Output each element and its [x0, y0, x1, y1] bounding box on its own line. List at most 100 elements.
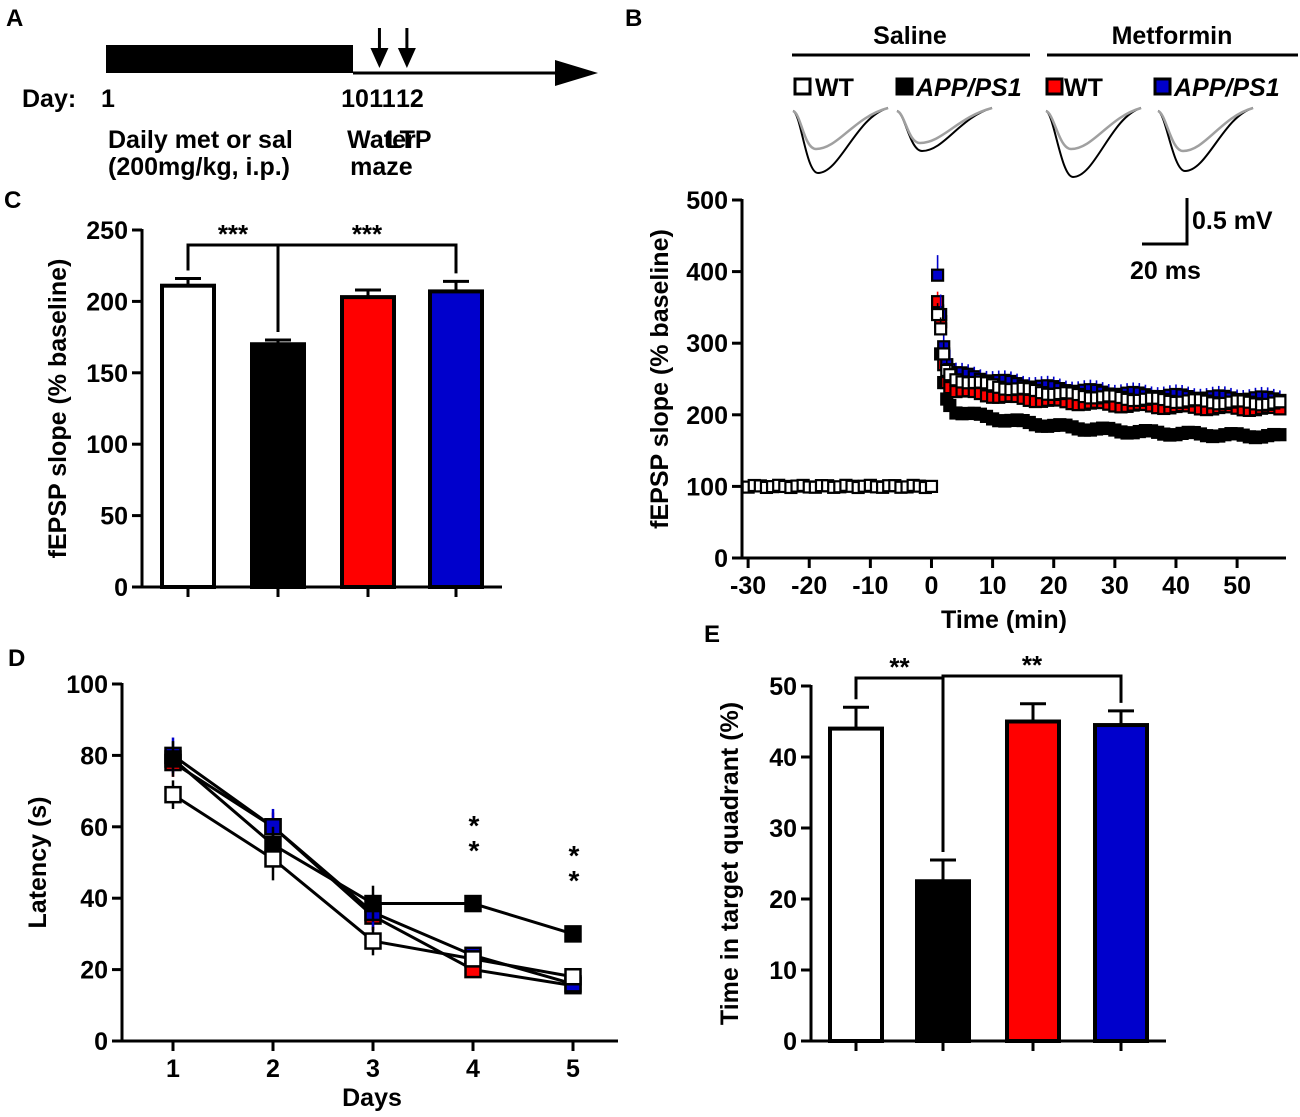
panel-letter-e: E — [704, 621, 720, 648]
c-y-tick-label-0: 0 — [114, 574, 128, 602]
legend-marker-app-saline — [895, 77, 914, 96]
b-y-tick-label-500: 500 — [686, 187, 728, 215]
event-label-day-11-line2: maze — [350, 153, 413, 181]
e-bar-3 — [1005, 719, 1061, 1043]
legend-label-wt-saline: WT — [815, 74, 854, 102]
group-label-metformin: Metformin — [1112, 22, 1233, 50]
d-point-wt-saline-4 — [464, 950, 482, 968]
trace-baseline-4 — [1157, 106, 1254, 153]
e-y-tick-label-30: 30 — [769, 815, 797, 843]
e-y-axis-label: Time in target quadrant (%) — [716, 702, 744, 1025]
d-y-tick-label-100: 100 — [66, 671, 108, 699]
legend-marker-app-met — [1153, 77, 1172, 96]
scale-bar-time: 20 ms — [1130, 257, 1201, 285]
e-sig-label-2: ** — [1022, 650, 1043, 680]
legend-marker-wt-met — [1045, 77, 1064, 96]
trace-baseline-1 — [792, 106, 889, 151]
b-point-wt-saline-3 — [937, 347, 951, 361]
d-sig-label-1-a: * — [469, 810, 480, 841]
e-y-tick-label-40: 40 — [769, 744, 797, 772]
panel-letter-b: B — [625, 5, 642, 32]
d-y-tick-label-0: 0 — [94, 1028, 108, 1056]
legend-label-wt-met: WT — [1064, 74, 1103, 102]
b-point-wt-saline-59 — [1273, 395, 1287, 409]
b-y-tick-label-0: 0 — [714, 545, 728, 573]
treatment-text-line1: Daily met or sal — [108, 126, 293, 154]
d-point-app-ps1-saline-5 — [564, 925, 582, 943]
d-x-axis-label: Days — [342, 1084, 402, 1112]
scale-bar — [1142, 198, 1189, 246]
c-y-tick-label-50: 50 — [100, 503, 128, 531]
c-y-axis-label: fEPSP slope (% baseline) — [44, 259, 72, 559]
timeline-day-labels: 1 10 11 12 — [101, 85, 424, 113]
d-point-app-ps1-saline-3 — [364, 894, 382, 913]
b-point-wt-saline-2 — [934, 322, 948, 336]
d-point-wt-saline-2 — [264, 850, 282, 868]
b-point-app-ps1-metformin-1 — [930, 268, 945, 282]
event-label-day-12-line1: LTP — [386, 126, 431, 154]
legend-label-app-met: APP/PS1 — [1173, 74, 1280, 102]
trace-baseline-2 — [896, 106, 993, 145]
timeline-day-11: 11 — [369, 85, 396, 113]
c-y-tick-label-100: 100 — [86, 431, 128, 459]
b-x-tick-label-0: 0 — [925, 572, 939, 600]
e-bar-1 — [828, 726, 884, 1043]
d-sig-label-2-a: * — [569, 840, 580, 871]
d-x-tick-label-2: 2 — [266, 1055, 280, 1083]
d-x-tick-label-5: 5 — [566, 1055, 580, 1083]
event-arrow-head-day-12 — [397, 48, 416, 68]
d-point-app-ps1-saline-1 — [164, 750, 182, 768]
b-x-tick-label--10: -10 — [852, 572, 888, 600]
e-y-tick-label-0: 0 — [783, 1028, 797, 1056]
d-point-wt-saline-5 — [564, 967, 582, 986]
d-y-tick-label-80: 80 — [80, 742, 108, 770]
e-bar-2 — [915, 879, 971, 1043]
b-x-tick-label-10: 10 — [979, 572, 1007, 600]
b-y-tick-label-400: 400 — [686, 259, 728, 287]
e-y-tick-label-10: 10 — [769, 957, 797, 985]
trace-post-3 — [1045, 107, 1142, 179]
c-bar-2 — [250, 342, 306, 589]
event-label-day-11-line1: Water — [347, 126, 416, 154]
b-x-tick-label--30: -30 — [730, 572, 766, 600]
panel-letter-a: A — [6, 5, 23, 32]
d-x-tick-label-1: 1 — [166, 1055, 180, 1083]
d-point-app-ps1-saline-4 — [464, 894, 482, 913]
ltp-bar-chart: 0 50 100 150 200 250 fEPSP slope (% baseline) *… — [44, 217, 502, 602]
d-y-tick-label-20: 20 — [80, 957, 108, 985]
timeline-arrowhead — [555, 60, 598, 86]
treatment-text-line2: (200mg/kg, i.p.) — [108, 153, 290, 181]
panel-letter-c: C — [4, 187, 21, 214]
d-y-axis-label: Latency (s) — [24, 797, 52, 929]
e-sig-bracket-2 — [941, 674, 1123, 852]
c-sig-label-1: *** — [218, 219, 249, 249]
e-y-tick-label-20: 20 — [769, 886, 797, 914]
b-x-tick-label-40: 40 — [1162, 572, 1190, 600]
timeline-day-1: 1 — [101, 85, 115, 113]
b-x-tick-label--20: -20 — [791, 572, 827, 600]
ltp-time-course-chart: 0 100 200 300 400 500 -30 -20 -10 0 10 20 30 40 50 Time… — [646, 187, 1287, 634]
b-x-tick-label-20: 20 — [1040, 572, 1068, 600]
b-y-tick-label-300: 300 — [686, 330, 728, 358]
trace-baseline-3 — [1045, 106, 1142, 151]
treatment-bar — [106, 45, 353, 73]
fepsp-traces — [792, 106, 1254, 179]
legend-marker-wt-saline — [793, 77, 812, 96]
timeline-panel: Day: 1 10 11 12 Daily met or sal (200mg/kg,… — [22, 28, 598, 181]
d-point-wt-saline-1 — [164, 785, 182, 804]
trace-post-4 — [1157, 107, 1254, 173]
e-y-tick-label-50: 50 — [769, 673, 797, 701]
ltp-header: Saline Metformin WT APP/PS1 WT APP/PS1 0… — [792, 22, 1298, 285]
e-sig-label-1: ** — [889, 652, 910, 682]
group-label-saline: Saline — [873, 22, 947, 50]
d-x-tick-label-4: 4 — [466, 1055, 480, 1083]
c-y-tick-label-200: 200 — [86, 288, 128, 316]
b-y-tick-label-200: 200 — [686, 402, 728, 430]
b-baseline-point-31 — [924, 479, 939, 493]
d-sig-label-2-b: * — [569, 865, 580, 896]
d-y-tick-label-40: 40 — [80, 885, 108, 913]
b-x-tick-label-50: 50 — [1223, 572, 1251, 600]
